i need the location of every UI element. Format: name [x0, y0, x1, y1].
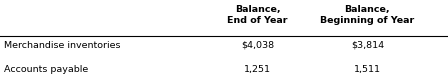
Text: Accounts payable: Accounts payable [4, 65, 89, 74]
Text: $4,038: $4,038 [241, 41, 274, 50]
Text: Balance,
Beginning of Year: Balance, Beginning of Year [320, 5, 414, 25]
Text: $3,814: $3,814 [351, 41, 384, 50]
Text: Balance,
End of Year: Balance, End of Year [227, 5, 288, 25]
Text: 1,511: 1,511 [354, 65, 381, 74]
Text: Merchandise inventories: Merchandise inventories [4, 41, 121, 50]
Text: 1,251: 1,251 [244, 65, 271, 74]
